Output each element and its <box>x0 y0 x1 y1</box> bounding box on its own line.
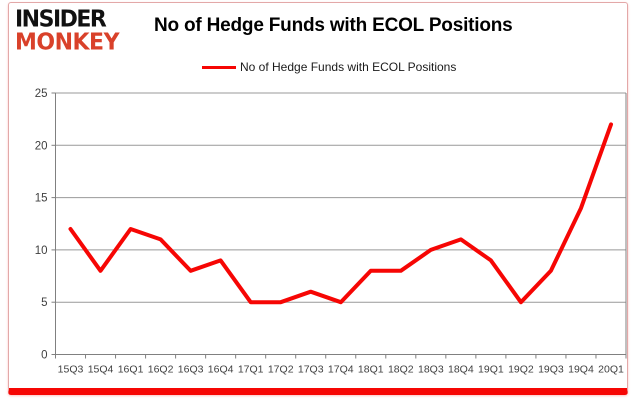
xtick-label-17Q3: 17Q3 <box>298 364 324 376</box>
xtick-label-17Q1: 17Q1 <box>238 364 264 376</box>
xtick-label-16Q4: 16Q4 <box>208 364 234 376</box>
xtick-label-19Q3: 19Q3 <box>538 364 564 376</box>
xtick-label-17Q2: 17Q2 <box>268 364 294 376</box>
xtick-label-18Q2: 18Q2 <box>388 364 414 376</box>
legend-line-marker <box>202 65 236 69</box>
ytick-label-5: 5 <box>41 297 47 309</box>
legend: No of Hedge Funds with ECOL Positions <box>202 60 456 74</box>
xtick-label-15Q3: 15Q3 <box>58 364 84 376</box>
xtick-label-18Q3: 18Q3 <box>418 364 444 376</box>
chart-title: No of Hedge Funds with ECOL Positions <box>154 15 513 36</box>
xtick-label-19Q1: 19Q1 <box>478 364 504 376</box>
legend-label: No of Hedge Funds with ECOL Positions <box>240 60 457 74</box>
ytick-label-20: 20 <box>35 140 48 152</box>
ytick-label-0: 0 <box>41 350 47 362</box>
series-line-0 <box>68 122 613 305</box>
xtick-label-19Q4: 19Q4 <box>568 364 594 376</box>
ytick-label-10: 10 <box>35 245 48 257</box>
insider-monkey-logo: INSIDER MONKEY <box>15 6 150 56</box>
chart-card: INSIDER MONKEY No of Hedge Funds with EC… <box>8 2 628 395</box>
xtick-label-17Q4: 17Q4 <box>328 364 354 376</box>
xtick-label-16Q2: 16Q2 <box>148 364 174 376</box>
xtick-label-19Q2: 19Q2 <box>508 364 534 376</box>
xtick-label-18Q4: 18Q4 <box>448 364 474 376</box>
ytick-label-25: 25 <box>35 88 48 100</box>
logo-monkey-text: MONKEY <box>15 29 120 56</box>
xtick-label-20Q1: 20Q1 <box>598 364 624 376</box>
xtick-label-16Q3: 16Q3 <box>178 364 204 376</box>
xtick-label-16Q1: 16Q1 <box>118 364 144 376</box>
xtick-label-15Q4: 15Q4 <box>88 364 114 376</box>
ytick-label-15: 15 <box>35 193 48 205</box>
xtick-label-18Q1: 18Q1 <box>358 364 384 376</box>
logo-insider-text: INSIDER <box>15 6 107 33</box>
